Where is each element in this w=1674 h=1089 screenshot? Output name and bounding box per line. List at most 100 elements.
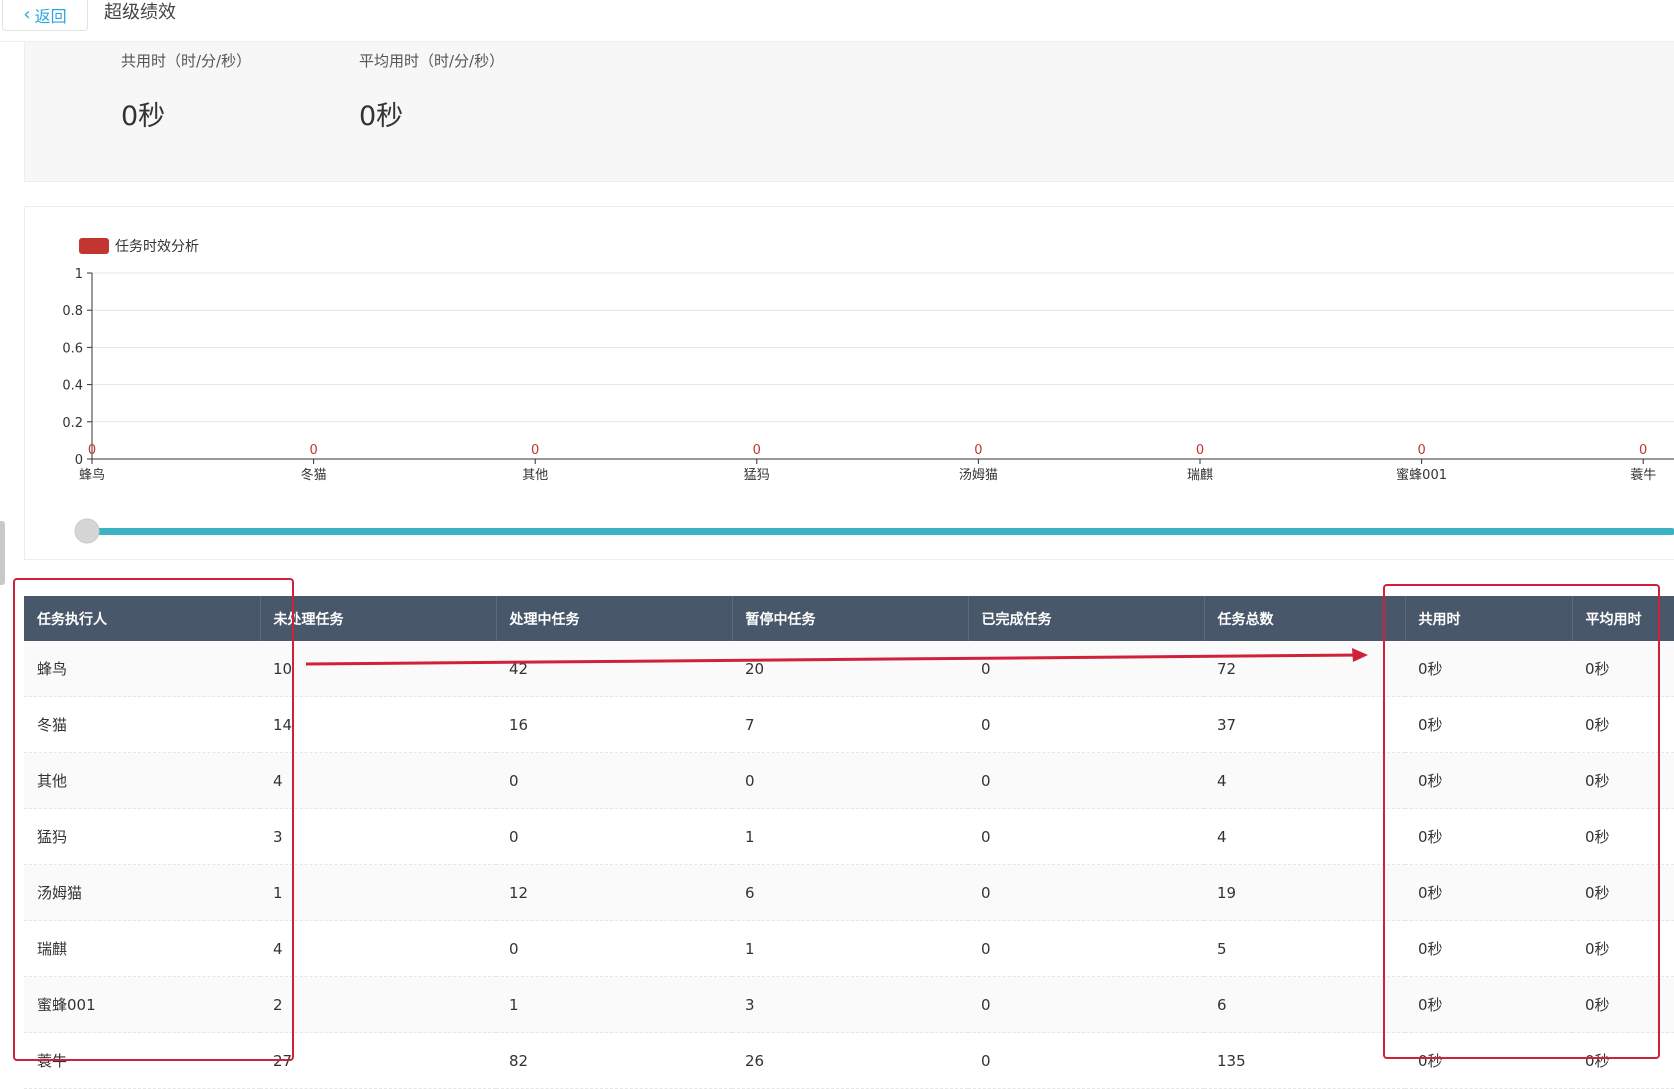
back-label: 返回	[34, 7, 67, 26]
table-cell: 3	[260, 808, 496, 865]
table-row: 其他 4 0 0 0 4 0秒 0秒	[24, 752, 1674, 809]
y-tick-label: 0.6	[62, 341, 83, 356]
x-tick-label: 其他	[522, 468, 548, 483]
table-cell: 5	[1204, 920, 1405, 977]
total-time-label: 共用时（时/分/秒）	[121, 52, 252, 70]
table-cell: 14	[260, 696, 496, 753]
avg-time-stat: 平均用时（时/分/秒） 0秒	[359, 50, 504, 133]
table-cell: 0秒	[1572, 752, 1674, 809]
column-header[interactable]: 处理中任务	[496, 596, 733, 641]
y-tick-label: 0.8	[62, 304, 83, 319]
table-cell: 0	[968, 864, 1204, 921]
data-label: 0	[1639, 443, 1647, 458]
chart-marks: 0 0 0 0 0 0 0 0	[88, 443, 1647, 458]
table-cell: 0	[968, 641, 1204, 697]
side-handle[interactable]	[0, 521, 5, 585]
table-cell: 瑞麒	[24, 920, 260, 977]
data-label: 0	[1196, 443, 1204, 458]
table-cell: 0秒	[1405, 808, 1572, 865]
table-cell: 72	[1204, 641, 1405, 697]
table-cell: 猛犸	[24, 808, 260, 865]
table-cell: 蜜蜂001	[24, 976, 260, 1033]
table-cell: 0秒	[1572, 641, 1674, 697]
table-cell: 0秒	[1405, 641, 1572, 697]
slider-handle[interactable]	[74, 518, 100, 544]
table-cell: 4	[1204, 808, 1405, 865]
table-cell: 1	[260, 864, 496, 921]
legend-label[interactable]: 任务时效分析	[115, 239, 199, 255]
table-row: 蜂鸟 10 42 20 0 72 0秒 0秒	[24, 641, 1674, 697]
summary-panel: 共用时（时/分/秒） 0秒 平均用时（时/分/秒） 0秒	[24, 41, 1674, 182]
table-cell: 0	[968, 696, 1204, 753]
performance-table: 任务执行人 未处理任务 处理中任务 暂停中任务 已完成任务 任务总数 共用时 平均用时 蜂鸟 1…	[24, 596, 1674, 1089]
chevron-left-icon: ‹	[23, 4, 31, 25]
y-tick-label: 1	[75, 267, 83, 282]
data-label: 0	[974, 443, 982, 458]
x-tick-label: 蜂鸟	[79, 467, 105, 483]
table-cell: 7	[732, 696, 968, 753]
table-cell: 0	[496, 808, 732, 865]
table-cell: 0秒	[1572, 864, 1674, 921]
table-cell: 0秒	[1405, 864, 1572, 921]
table-row: 冬猫 14 16 7 0 37 0秒 0秒	[24, 696, 1674, 753]
table-cell: 19	[1204, 864, 1405, 921]
table-cell: 20	[732, 641, 968, 697]
table-cell: 4	[1204, 752, 1405, 809]
column-header[interactable]: 已完成任务	[968, 596, 1205, 641]
data-label: 0	[88, 443, 96, 458]
table-cell: 0	[496, 920, 732, 977]
table-cell: 0秒	[1572, 808, 1674, 865]
table-cell: 10	[260, 641, 496, 697]
legend-swatch[interactable]	[79, 238, 109, 254]
table-cell: 1	[732, 808, 968, 865]
table-cell: 0	[968, 976, 1204, 1033]
column-header[interactable]: 暂停中任务	[732, 596, 969, 641]
table-cell: 0秒	[1405, 920, 1572, 977]
table-cell: 3	[732, 976, 968, 1033]
data-zoom-slider[interactable]	[74, 518, 1674, 544]
total-time-stat: 共用时（时/分/秒） 0秒	[121, 50, 251, 133]
column-header[interactable]: 任务总数	[1204, 596, 1406, 641]
column-header[interactable]: 任务执行人	[24, 596, 261, 641]
table-cell: 0秒	[1572, 696, 1674, 753]
table-cell: 16	[496, 696, 732, 753]
table-body: 蜂鸟 10 42 20 0 72 0秒 0秒 冬猫 14 16 7 0 37 0秒 0秒 其他 4 0 0 0 4 0秒 0秒…	[24, 641, 1674, 1089]
data-label: 0	[1417, 443, 1425, 458]
table-cell: 其他	[24, 752, 260, 809]
back-button[interactable]: ‹ 返回	[2, 0, 88, 31]
table-cell: 37	[1204, 696, 1405, 753]
data-label: 0	[531, 443, 539, 458]
table-cell: 6	[1204, 976, 1405, 1033]
column-header[interactable]: 未处理任务	[260, 596, 497, 641]
data-label: 0	[753, 443, 761, 458]
table-cell: 0	[968, 920, 1204, 977]
y-tick-label: 0.2	[62, 416, 83, 431]
table-row: 瑞麒 4 0 1 0 5 0秒 0秒	[24, 920, 1674, 977]
x-tick-label: 汤姆猫	[959, 468, 998, 483]
table-cell: 12	[496, 864, 732, 921]
table-cell: 0秒	[1405, 752, 1572, 809]
avg-time-label: 平均用时（时/分/秒）	[359, 52, 505, 70]
slider-track[interactable]	[89, 528, 1674, 535]
table-cell: 0	[968, 752, 1204, 809]
table-cell: 0	[732, 752, 968, 809]
table-cell: 蜂鸟	[24, 641, 260, 697]
table-cell: 汤姆猫	[24, 864, 260, 921]
table-cell: 0秒	[1405, 696, 1572, 753]
table-cell: 1	[732, 920, 968, 977]
table-cell: 1	[496, 976, 732, 1033]
x-tick-label: 瑞麒	[1187, 467, 1213, 483]
x-tick-label: 猛犸	[744, 468, 770, 483]
table-cell: 42	[496, 641, 732, 697]
chart-panel: 任务时效分析 1 0.8 0.6 0.4 0.2 0 蜂鸟 冬猫 其他 猛犸 汤姆猫 瑞麒 蜜蜂001 蓑…	[24, 206, 1674, 560]
table-row: 汤姆猫 1 12 6 0 19 0秒 0秒	[24, 864, 1674, 921]
x-tick-label: 蓑牛	[1630, 468, 1656, 483]
total-time-value: 0秒	[121, 101, 166, 132]
column-header[interactable]: 共用时	[1405, 596, 1573, 641]
table-cell: 6	[732, 864, 968, 921]
column-header[interactable]: 平均用时	[1572, 596, 1674, 641]
table-header-row: 任务执行人 未处理任务 处理中任务 暂停中任务 已完成任务 任务总数 共用时 平均用时	[24, 596, 1674, 641]
